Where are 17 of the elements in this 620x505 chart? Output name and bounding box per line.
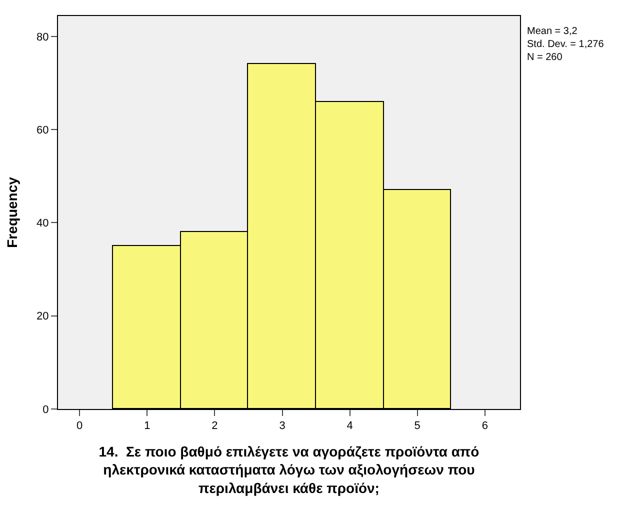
text: Std. Dev. = 1,276: [527, 39, 604, 50]
x-tick-label: 1: [144, 420, 150, 432]
y-tick-label: 80: [36, 31, 49, 44]
text: Mean = 3,2: [527, 26, 578, 37]
x-tick-label: 4: [346, 420, 353, 432]
text: N = 260: [527, 52, 563, 63]
x-tick-label: 6: [482, 420, 488, 432]
x-axis-title: 14. Σε ποιο βαθμό επιλέγετε να αγοράζετε προϊόντα από ηλεκτρονικά καταστήματα λόγω των αξιολογήσεων που περιλαμβάνει κάθε προϊόν;: [98, 444, 480, 496]
x-tick-label: 5: [414, 420, 420, 432]
y-tick-label: 20: [36, 310, 49, 323]
x-tick-label: 3: [279, 420, 286, 432]
x-tick-label: 2: [212, 420, 218, 432]
y-tick-label: 60: [36, 124, 49, 136]
x-tick-label: 0: [76, 420, 83, 432]
y-tick-label: 40: [36, 218, 49, 230]
y-tick-label: 0: [42, 404, 49, 416]
y-axis-title: Frequency: [4, 176, 20, 248]
